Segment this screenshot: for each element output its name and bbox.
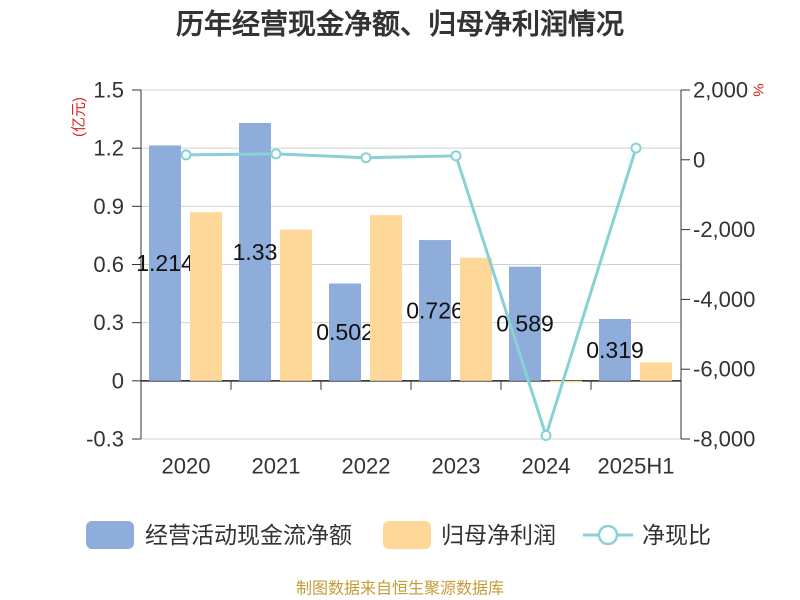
- data-label-operating-cash-flow-2023: 0.726: [406, 297, 464, 323]
- legend-swatch-operating-cash-flow: [86, 521, 134, 549]
- left-axis-tick-label: -0.3: [86, 427, 124, 452]
- line-cash-profit-ratio: [185, 147, 638, 438]
- x-axis-label-2021: 2021: [252, 454, 301, 479]
- legend-item-net-profit[interactable]: 归母净利润: [383, 521, 556, 549]
- left-axis-tick-label: 1.5: [93, 78, 124, 103]
- right-axis-tick-label: -8,000: [693, 427, 755, 452]
- marker-cash-profit-ratio-2023: [450, 150, 462, 162]
- left-axis-tick-label: 1.2: [93, 136, 124, 161]
- marker-cash-profit-ratio-2020: [180, 149, 192, 161]
- bar-operating-cash-flow-2023: [419, 240, 451, 381]
- legend-swatch-net-profit: [383, 521, 431, 549]
- x-axis-label-2022: 2022: [342, 454, 391, 479]
- bar-operating-cash-flow-2025h1: [599, 318, 631, 381]
- legend-item-cash-profit-ratio[interactable]: 净现比: [583, 522, 711, 548]
- data-label-operating-cash-flow-2022: 0.502: [316, 319, 374, 345]
- bar-operating-cash-flow-2021: [239, 122, 271, 381]
- bar-net-profit-2025h1: [640, 362, 672, 381]
- left-axis-tick-label: 0.6: [93, 252, 124, 277]
- right-axis-tick-label: -4,000: [693, 287, 755, 312]
- x-axis-label-2024: 2024: [522, 454, 571, 479]
- right-axis-tick-label: 0: [693, 147, 705, 172]
- data-label-operating-cash-flow-2024: 0.589: [496, 311, 554, 337]
- bar-net-profit-2024: [550, 380, 582, 383]
- bar-operating-cash-flow-2020: [149, 145, 181, 381]
- right-axis-tick-label: -2,000: [693, 217, 755, 242]
- bar-net-profit-2023: [460, 257, 492, 381]
- left-axis-unit: (亿元): [71, 97, 88, 137]
- marker-cash-profit-ratio-2024: [540, 430, 552, 442]
- bar-operating-cash-flow-2022: [329, 283, 361, 381]
- legend: 经营活动现金流净额 归母净利润 净现比: [86, 521, 711, 549]
- legend-swatch-marker: [597, 524, 619, 546]
- data-label-operating-cash-flow-2021: 1.33: [233, 239, 278, 265]
- left-axis-tick-label: 0.3: [93, 310, 124, 335]
- marker-cash-profit-ratio-2022: [360, 152, 372, 164]
- legend-item-operating-cash-flow[interactable]: 经营活动现金流净额: [86, 521, 352, 549]
- x-axis-label-2025h1: 2025H1: [597, 454, 674, 479]
- plot-area: 1.214 1.33 0.502 0.726 0.589 0.319 1.5 1.2 0.9 0.…: [86, 78, 755, 479]
- right-axis-unit: %: [750, 83, 767, 96]
- chart-title: 历年经营现金净额、归母净利润情况: [176, 8, 624, 40]
- data-label-operating-cash-flow-2025h1: 0.319: [586, 337, 644, 363]
- left-axis-tick-label: 0.9: [93, 194, 124, 219]
- right-axis-tick-label: 2,000: [693, 78, 748, 103]
- marker-cash-profit-ratio-2025h1: [630, 142, 642, 154]
- bar-net-profit-2021: [280, 229, 312, 381]
- bar-net-profit-2022: [370, 215, 402, 381]
- x-axis-label-2020: 2020: [162, 454, 211, 479]
- right-axis-tick-label: -6,000: [693, 357, 755, 382]
- legend-label-net-profit: 归母净利润: [441, 522, 556, 548]
- legend-label-cash-profit-ratio: 净现比: [642, 522, 711, 548]
- bar-operating-cash-flow-2024: [509, 266, 541, 381]
- source-footer: 制图数据来自恒生聚源数据库: [296, 580, 504, 598]
- left-axis-tick-label: 0: [112, 368, 124, 393]
- legend-label-operating-cash-flow: 经营活动现金流净额: [145, 522, 352, 548]
- marker-cash-profit-ratio-2021: [270, 148, 282, 160]
- x-axis-label-2023: 2023: [432, 454, 481, 479]
- bar-net-profit-2020: [190, 212, 222, 381]
- data-label-operating-cash-flow-2020: 1.214: [136, 250, 194, 276]
